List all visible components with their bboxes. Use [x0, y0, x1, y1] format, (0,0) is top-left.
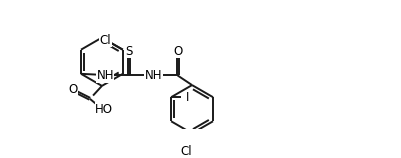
Text: O: O [68, 83, 77, 96]
Text: Cl: Cl [99, 33, 111, 46]
Text: S: S [126, 45, 133, 58]
Text: HO: HO [95, 103, 113, 116]
Text: NH: NH [145, 69, 162, 82]
Text: Cl: Cl [180, 145, 192, 158]
Text: O: O [173, 45, 182, 58]
Text: I: I [186, 91, 190, 104]
Text: NH: NH [96, 69, 114, 82]
